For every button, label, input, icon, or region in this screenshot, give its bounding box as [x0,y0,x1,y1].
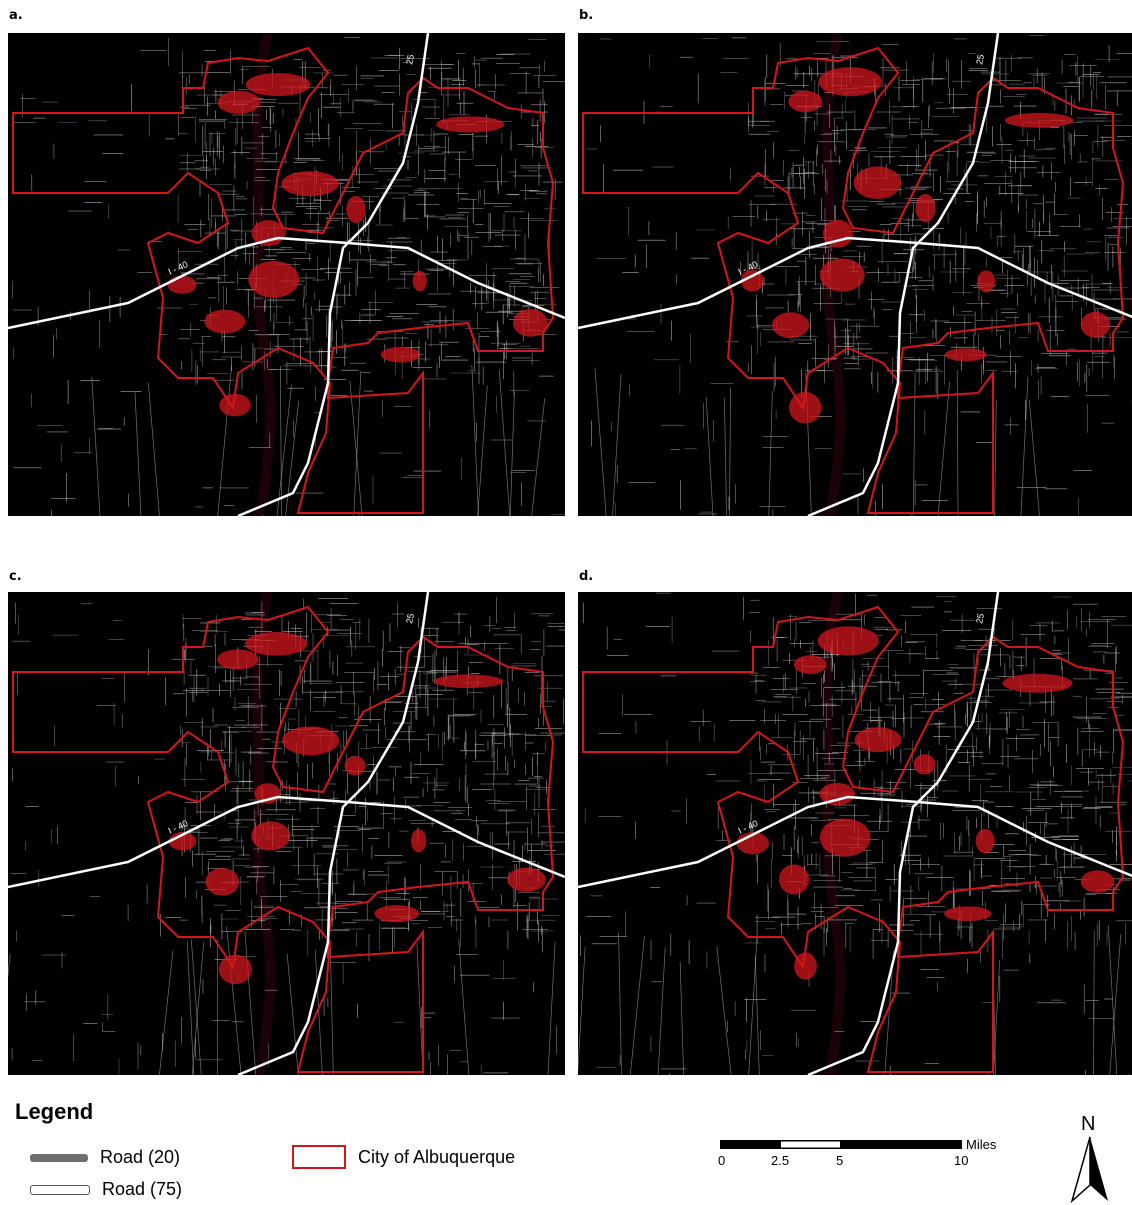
high-density-area [168,832,197,851]
high-density-area [771,312,810,339]
high-density-area [818,67,882,97]
city-boundary-swatch [292,1145,346,1169]
road20-swatch [30,1153,88,1162]
high-density-area [507,867,546,892]
high-density-area [740,269,764,292]
high-density-area [977,270,996,293]
high-density-area [245,631,308,656]
high-density-area [245,72,311,97]
high-density-area [817,626,879,656]
high-density-area [854,727,902,753]
high-density-area [1080,311,1111,338]
i25-label: 25 [404,613,416,625]
high-density-area [433,674,504,689]
high-density-area [281,171,339,197]
interstate-40 [578,236,1132,330]
i25-label: 25 [974,54,986,66]
high-density-area [822,219,853,248]
north-arrow: N [1070,1113,1110,1205]
city-boundary [582,46,1125,514]
high-density-area [374,905,419,923]
high-density-area [794,952,817,980]
legend-item-city: City of Albuquerque [292,1145,515,1169]
high-density-area [204,309,246,334]
high-density-area [346,195,366,224]
map-c: 25I - 40 [8,592,565,1075]
high-density-area [853,166,901,200]
scale-tick-0: 0 [718,1153,726,1168]
map-panel-b: 25 I - 40 [578,33,1132,516]
scale-tick-5: 5 [836,1153,844,1168]
high-density-area [248,260,300,298]
panel-label-d: d. [579,569,594,584]
high-density-area [167,275,197,294]
panel-label-a: a. [9,8,23,23]
map-a: 25I - 40 [8,33,565,516]
legend-item-road75: Road (75) [30,1179,182,1200]
high-density-area [778,864,810,895]
high-density-area [819,258,865,292]
high-density-area [512,309,548,337]
map-panel-a: 25 I - 40 [8,33,565,516]
high-density-area [217,649,259,670]
map-b: 25I - 40 [578,33,1132,516]
interstate-25 [807,592,1000,1075]
interstate-25 [237,33,430,516]
north-arrow-icon [1070,1136,1108,1204]
high-density-area [915,193,936,223]
north-label: N [1081,1113,1096,1135]
high-density-area [975,828,995,854]
panel-label-b: b. [579,8,594,23]
high-density-area [411,829,427,853]
city-boundary [12,46,555,514]
high-density-area [344,755,366,776]
interstate-40 [578,795,1132,889]
map-panel-d: 25 I - 40 [578,592,1132,1075]
high-density-area [1080,870,1115,893]
interstate-25 [807,33,1000,516]
high-density-area [380,346,421,363]
high-density-area [819,782,855,806]
high-density-area [282,726,340,756]
high-density-area [205,867,240,896]
legend-label-city: City of Albuquerque [358,1146,516,1167]
legend-item-road20: Road (20) [30,1147,180,1168]
city-boundary [582,605,1125,1073]
legend-label-road75: Road (75) [102,1179,183,1199]
scale-tick-2-5: 2.5 [771,1153,790,1168]
legend-title: Legend [15,1099,94,1124]
panel-label-c: c. [9,569,22,584]
interstate-40 [8,795,565,889]
high-density-area [788,90,823,113]
city-boundary [12,605,555,1073]
high-density-area [412,270,427,292]
high-density-area [217,90,260,114]
scale-tick-10: 10 [954,1153,969,1168]
high-density-area [944,906,992,922]
high-density-area [1004,112,1074,128]
i25-label: 25 [974,613,986,625]
high-density-area [436,116,505,133]
interstate-25 [237,592,430,1075]
scale-bar-graphic [720,1140,962,1149]
scale-unit: Miles [966,1137,997,1152]
high-density-area [251,821,291,851]
high-density-area [1002,673,1073,693]
legend-label-road20: Road (20) [100,1147,181,1167]
i25-label: 25 [404,54,416,66]
road75-swatch [30,1184,90,1195]
high-density-area [218,954,252,985]
high-density-area [913,754,936,775]
high-density-area [793,655,827,675]
map-d: 25I - 40 [578,592,1132,1075]
map-panel-c: 25 I - 40 [8,592,565,1075]
scale-bar: Miles 0 2.5 5 10 [718,1137,1020,1197]
high-density-area [944,348,987,362]
high-density-area [819,818,871,857]
interstate-40 [8,236,565,330]
